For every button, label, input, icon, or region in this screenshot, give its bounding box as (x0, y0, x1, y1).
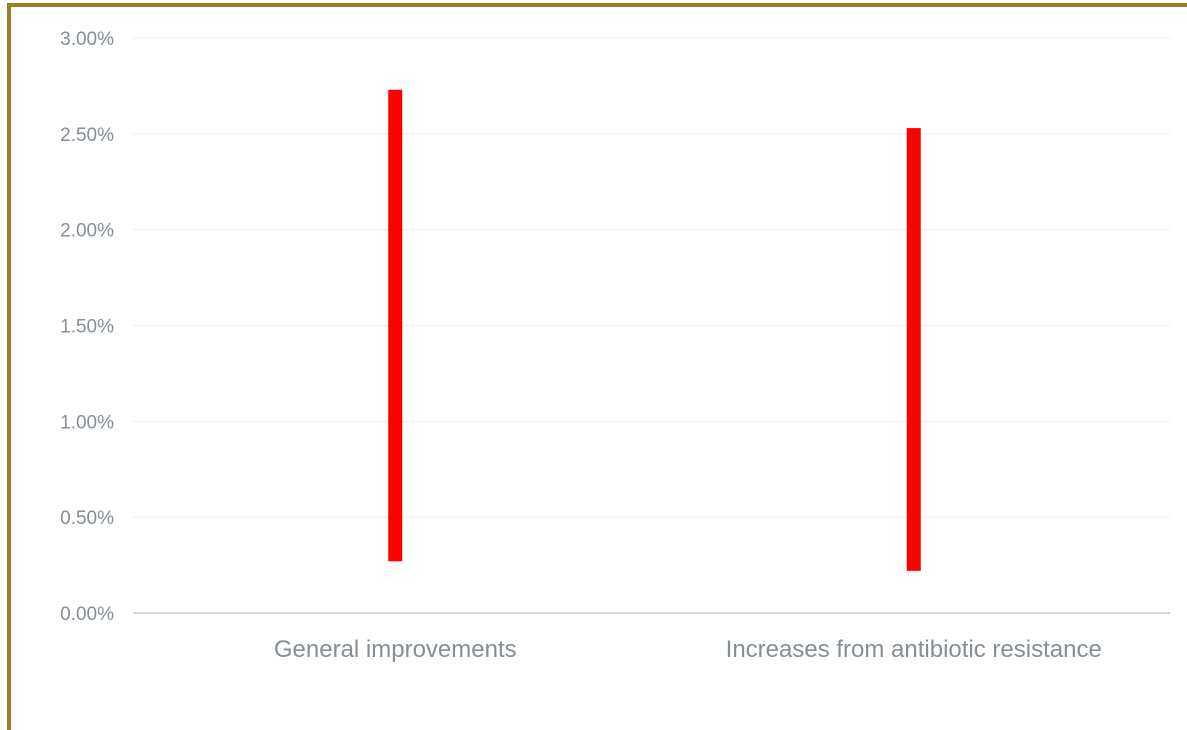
y-tick-label: 0.00% (60, 604, 114, 625)
y-tick-label: 2.00% (60, 221, 114, 242)
frame-border-top (7, 3, 1187, 7)
frame-border-left (7, 3, 11, 730)
y-tick-label: 0.50% (60, 508, 114, 529)
y-tick-label: 1.00% (60, 412, 114, 433)
range-bar (388, 89, 403, 562)
y-tick-label: 3.00% (60, 29, 114, 50)
x-category-label: General improvements (274, 636, 517, 663)
y-tick-label: 1.50% (60, 317, 114, 338)
range-bar (906, 128, 921, 571)
y-tick-label: 2.50% (60, 125, 114, 146)
x-category-label: Increases from antibiotic resistance (726, 636, 1102, 663)
